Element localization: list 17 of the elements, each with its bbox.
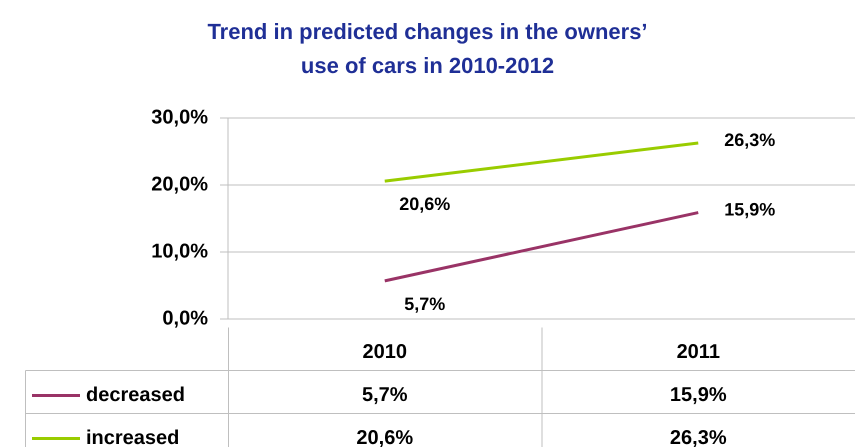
x-tick-label: 2010 — [362, 341, 407, 364]
y-tick-label: 0,0% — [162, 308, 208, 330]
text: 26,3% — [724, 130, 776, 150]
legend-label: increased — [86, 427, 180, 447]
data-label: 26,3% — [670, 427, 727, 447]
chart-title: Trend in predicted changes in the owners’ use of cars in 2010-2012 — [207, 19, 648, 78]
text: 15,9% — [724, 200, 776, 220]
x-tick-label: 2011 — [676, 341, 720, 364]
data-label: 5,7% — [362, 384, 408, 406]
legend-label: decreased — [86, 384, 185, 406]
data-label: 15,9% — [670, 384, 727, 406]
y-tick-label: 20,0% — [151, 174, 208, 196]
y-tick-label: 30,0% — [151, 106, 208, 129]
y-tick-label: 10,0% — [151, 240, 208, 263]
text: 5,7% — [404, 294, 446, 314]
text: 20,6% — [399, 194, 450, 214]
data-label: 20,6% — [356, 427, 414, 447]
